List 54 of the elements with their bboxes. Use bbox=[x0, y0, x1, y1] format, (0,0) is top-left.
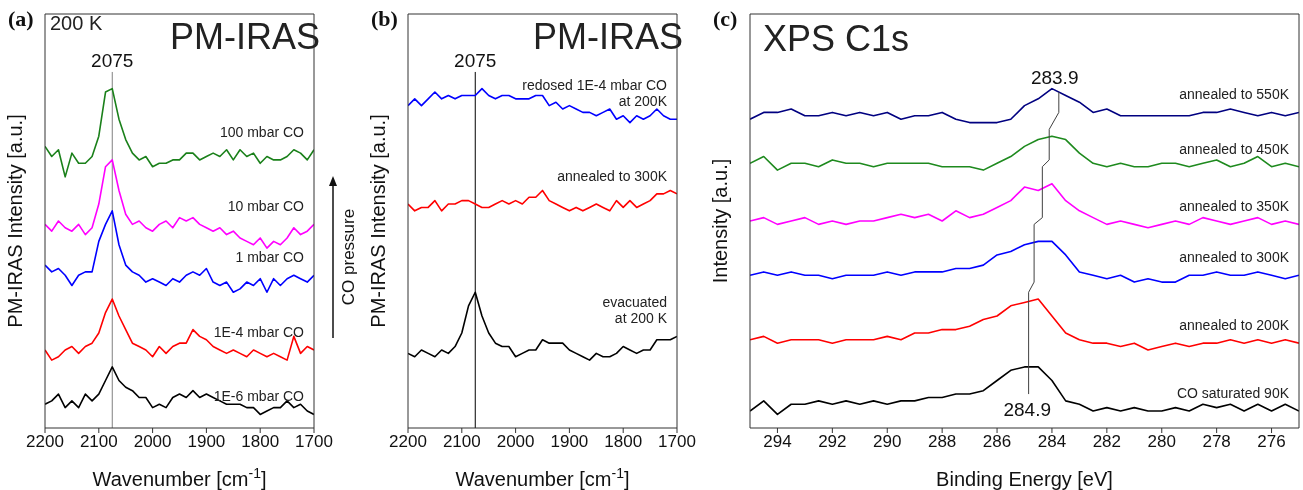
x-tick-label: 290 bbox=[873, 432, 902, 452]
y-axis-title: Intensity [a.u.] bbox=[709, 158, 731, 284]
series-label: 1E-6 mbar CO bbox=[213, 388, 305, 405]
ref-line-label: 2075 bbox=[91, 49, 134, 71]
annotation: 283.9 bbox=[1030, 67, 1079, 89]
x-tick-label: 276 bbox=[1257, 432, 1286, 452]
series-label: annealed to 300K bbox=[557, 167, 668, 184]
x-axis-title: Wavenumber [cm$^{-1}$] bbox=[92, 465, 267, 490]
y-axis-title: PM-IRAS Intensity [a.u.] bbox=[4, 114, 26, 328]
x-axis-title: Binding Energy [eV] bbox=[936, 468, 1113, 490]
x-axis-title: Wavenumber [cm$^{-1}$] bbox=[455, 465, 630, 490]
series-label: annealed to 350K bbox=[1179, 198, 1290, 215]
x-tick-label: 2100 bbox=[442, 432, 481, 452]
x-tick-label: 2200 bbox=[26, 432, 64, 452]
series-label: 100 mbar CO bbox=[219, 123, 305, 140]
chart-title: (b) bbox=[371, 6, 398, 32]
series-label: evacuated at 200 K bbox=[602, 294, 668, 327]
x-tick-label: 1900 bbox=[187, 432, 226, 452]
text: PM-IRAS bbox=[169, 16, 320, 58]
x-tick-label: 284 bbox=[1037, 432, 1067, 452]
series-label: 1E-4 mbar CO bbox=[213, 323, 305, 340]
text: XPS C1s bbox=[763, 18, 910, 60]
x-tick-label: 294 bbox=[763, 432, 792, 452]
x-tick-label: 292 bbox=[818, 432, 847, 452]
series-label: annealed to 450K bbox=[1179, 140, 1290, 157]
series-label: annealed to 200K bbox=[1179, 317, 1290, 334]
x-tick-label: 2200 bbox=[389, 432, 427, 452]
annotation: 284.9 bbox=[1003, 398, 1052, 420]
x-tick-label: 1800 bbox=[241, 432, 280, 452]
chart-title: (c) bbox=[713, 6, 738, 32]
series-label: annealed to 300K bbox=[1179, 249, 1290, 266]
x-tick-label: 1700 bbox=[295, 432, 333, 452]
series-label: 1 mbar CO bbox=[235, 249, 305, 266]
x-tick-label: 278 bbox=[1202, 432, 1231, 452]
series-label: redosed 1E-4 mbar CO at 200K bbox=[522, 77, 668, 110]
chart-title: (a) bbox=[8, 6, 34, 32]
text: CO pressure bbox=[339, 208, 359, 306]
x-tick-label: 286 bbox=[982, 432, 1012, 452]
x-tick-label: 1800 bbox=[604, 432, 643, 452]
x-tick-label: 1700 bbox=[658, 432, 696, 452]
series-label: CO saturated 90K bbox=[1176, 385, 1290, 402]
x-tick-label: 288 bbox=[927, 432, 957, 452]
series-label: annealed to 550K bbox=[1179, 86, 1290, 103]
ref-line-label: 2075 bbox=[454, 49, 497, 71]
text: PM-IRAS bbox=[532, 16, 683, 58]
text: 200 K bbox=[50, 12, 103, 35]
series-label: 10 mbar CO bbox=[227, 198, 305, 215]
x-tick-label: 2000 bbox=[133, 432, 172, 452]
y-axis-title: PM-IRAS Intensity [a.u.] bbox=[367, 114, 389, 328]
x-tick-label: 2100 bbox=[79, 432, 118, 452]
x-tick-label: 282 bbox=[1092, 432, 1122, 452]
x-tick-label: 2000 bbox=[496, 432, 535, 452]
x-tick-label: 1900 bbox=[550, 432, 589, 452]
x-tick-label: 280 bbox=[1147, 432, 1176, 452]
